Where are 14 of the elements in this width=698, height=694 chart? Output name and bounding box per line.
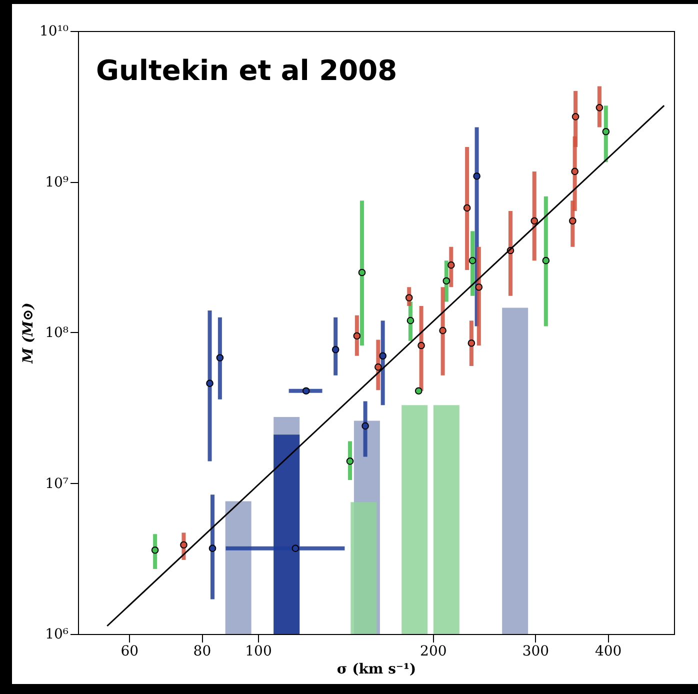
y-tick-label: 10¹⁰ <box>39 24 69 40</box>
y-tick-label: 10⁶ <box>45 626 69 642</box>
x-tick-label: 200 <box>420 644 447 660</box>
x-tick-label: 400 <box>594 644 622 660</box>
x-tick-label: 300 <box>522 644 550 660</box>
y-tick-label: 10⁹ <box>45 174 69 190</box>
text: Gultekin et al 2008 <box>96 54 398 87</box>
y-axis-title: M (M⊙) <box>20 302 36 364</box>
y-tick-label: 10⁷ <box>45 476 69 492</box>
y-tick-label: 10⁸ <box>45 325 69 341</box>
x-axis-title: σ (km s⁻¹) <box>336 662 416 678</box>
x-tick-label: 80 <box>193 644 212 660</box>
x-tick-label: 100 <box>245 644 272 660</box>
x-tick-label: 60 <box>120 644 139 660</box>
